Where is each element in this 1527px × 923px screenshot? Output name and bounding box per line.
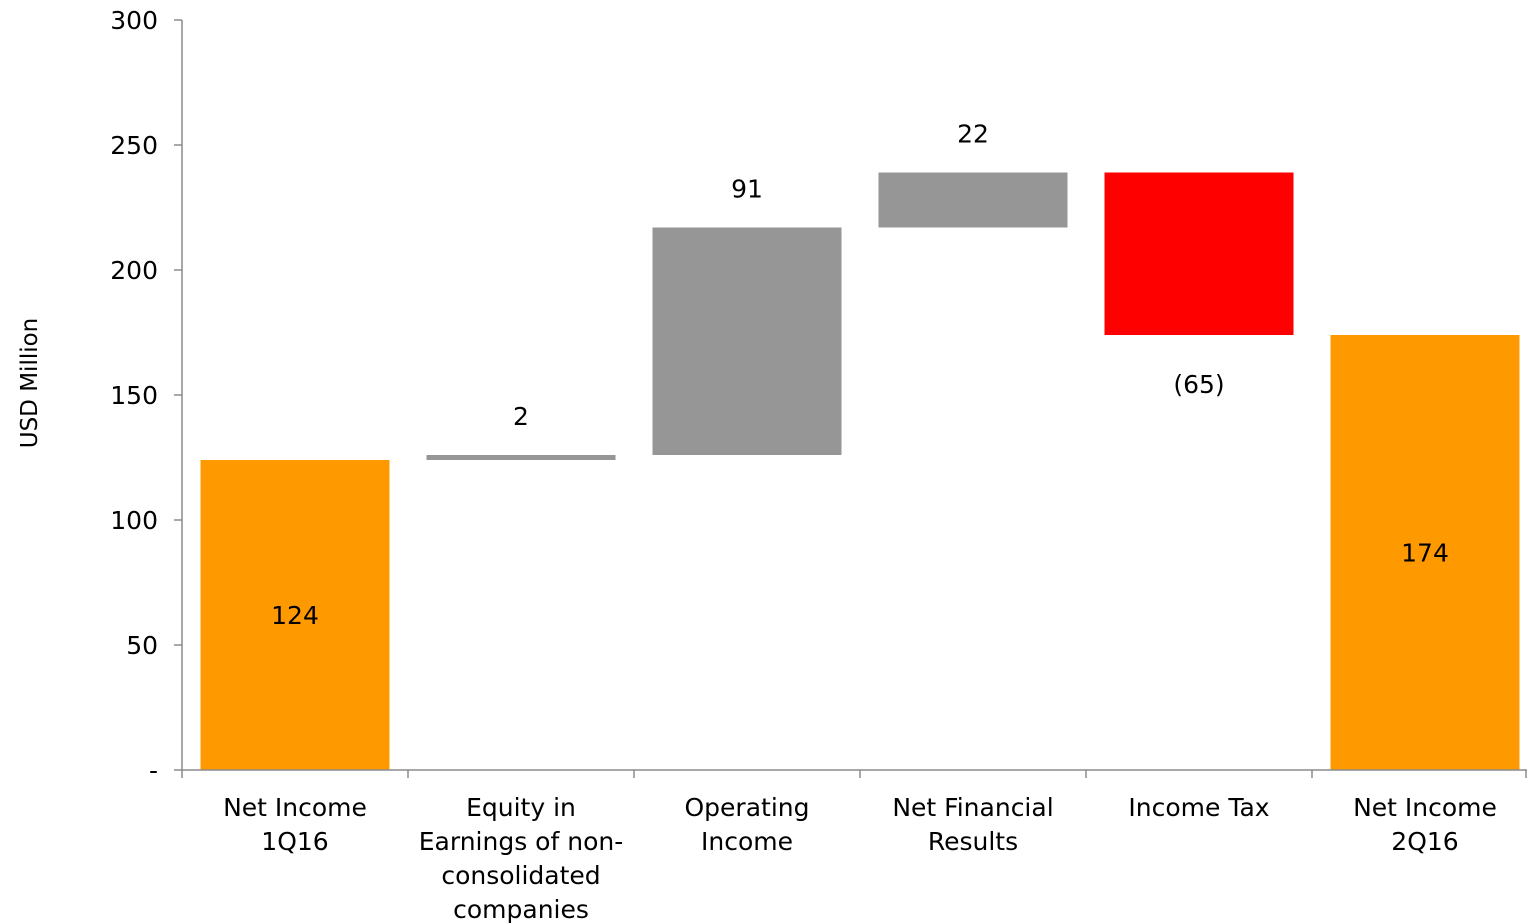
data-label-0: 124 — [271, 601, 319, 630]
category-label-0: Net Income 1Q16 — [223, 793, 367, 856]
y-tick-label: 150 — [110, 381, 158, 410]
category-label-2: Operating Income — [685, 793, 810, 856]
bar-2 — [652, 227, 842, 455]
x-axis — [181, 769, 1527, 778]
data-label-2: 91 — [731, 175, 763, 204]
y-tick-label: 300 — [110, 6, 158, 35]
y-tick-label: 200 — [110, 256, 158, 285]
y-tick-label: 250 — [110, 131, 158, 160]
bar-4 — [1104, 172, 1294, 335]
category-labels-group: Net Income 1Q16 Equity in Earnings of non-c… — [223, 793, 1497, 923]
bar-1 — [426, 455, 616, 460]
bar-3 — [878, 172, 1068, 228]
data-label-3: 22 — [957, 120, 989, 149]
bar-0 — [200, 460, 390, 770]
bar-5 — [1330, 335, 1520, 770]
bars-group — [200, 172, 1520, 770]
data-label-5: 174 — [1401, 539, 1449, 568]
y-tick-label: 50 — [126, 631, 158, 660]
category-label-1: Equity in Earnings of non-consolidated com… — [419, 793, 623, 923]
y-tick-label: 100 — [110, 506, 158, 535]
y-tick-label: - — [149, 756, 158, 785]
category-label-3: Net Financial Results — [892, 793, 1053, 856]
category-label-4: Income Tax — [1128, 793, 1269, 822]
data-labels-group: 124 2 91 22 (65) 174 — [271, 120, 1449, 631]
category-label-5: Net Income 2Q16 — [1353, 793, 1497, 856]
data-label-4: (65) — [1173, 370, 1224, 399]
y-axis: - 50 100 150 200 250 300 — [110, 6, 183, 785]
data-label-1: 2 — [513, 402, 529, 431]
y-axis-title: USD Million — [17, 318, 43, 449]
